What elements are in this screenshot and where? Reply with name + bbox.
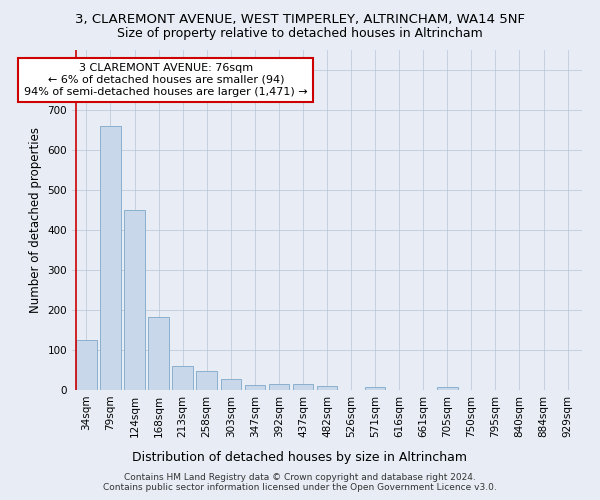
Bar xyxy=(100,126,121,390)
Bar xyxy=(76,340,97,390)
Bar xyxy=(269,384,289,390)
Bar xyxy=(317,386,337,390)
Bar xyxy=(172,366,193,390)
Bar xyxy=(221,379,241,390)
Bar xyxy=(293,384,313,390)
Bar xyxy=(148,317,169,390)
Text: Size of property relative to detached houses in Altrincham: Size of property relative to detached ho… xyxy=(117,28,483,40)
Bar xyxy=(196,371,217,390)
Text: 3, CLAREMONT AVENUE, WEST TIMPERLEY, ALTRINCHAM, WA14 5NF: 3, CLAREMONT AVENUE, WEST TIMPERLEY, ALT… xyxy=(75,12,525,26)
Text: 3 CLAREMONT AVENUE: 76sqm
← 6% of detached houses are smaller (94)
94% of semi-d: 3 CLAREMONT AVENUE: 76sqm ← 6% of detach… xyxy=(24,64,308,96)
Bar xyxy=(365,387,385,390)
Bar xyxy=(245,385,265,390)
Bar xyxy=(437,387,458,390)
Y-axis label: Number of detached properties: Number of detached properties xyxy=(29,127,42,313)
Text: Distribution of detached houses by size in Altrincham: Distribution of detached houses by size … xyxy=(133,451,467,464)
Text: Contains HM Land Registry data © Crown copyright and database right 2024.
Contai: Contains HM Land Registry data © Crown c… xyxy=(103,473,497,492)
Bar xyxy=(124,210,145,390)
